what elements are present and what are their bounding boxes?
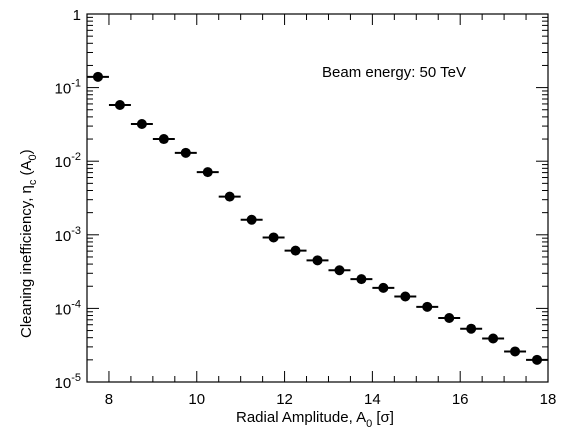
data-marker [268, 232, 279, 243]
x-axis-title-unit: [σ] [372, 409, 394, 426]
data-point [87, 71, 109, 82]
data-marker [92, 71, 103, 82]
data-point [328, 265, 351, 276]
data-marker [378, 282, 389, 293]
data-point [152, 134, 175, 145]
data-point [372, 282, 395, 293]
data-point [174, 147, 197, 158]
x-tick-label: 10 [188, 391, 205, 408]
x-tick-label: 8 [105, 391, 113, 408]
data-point [416, 301, 439, 312]
data-marker [532, 354, 543, 365]
x-axis-title-main: Radial Amplitude, A [236, 409, 366, 426]
x-tick-label: 14 [364, 391, 381, 408]
data-point [504, 346, 527, 357]
x-axis-title: Radial Amplitude, A0 [σ] [236, 409, 394, 430]
data-marker [488, 333, 499, 344]
x-tick-label: 12 [276, 391, 293, 408]
y-axis-title-arg-open: (A [18, 160, 35, 179]
plot-border [86, 13, 549, 383]
plot-frame [86, 13, 549, 383]
data-marker [114, 100, 125, 111]
data-marker [334, 265, 345, 276]
data-marker [158, 134, 169, 145]
data-point [130, 119, 153, 130]
data-marker [510, 346, 521, 357]
data-point [438, 313, 461, 324]
data-marker [290, 245, 301, 256]
annotation-beam-energy: Beam energy: 50 TeV [322, 64, 466, 81]
y-axis-title-main: Cleaning inefficiency, η [18, 185, 35, 338]
y-tick-label: 10-2 [55, 151, 81, 171]
y-tick-label: 1 [73, 7, 81, 24]
y-axis-title-arg-close: ) [18, 149, 35, 154]
data-points [87, 71, 548, 365]
data-point [482, 333, 505, 344]
data-point [306, 255, 329, 266]
data-point [196, 167, 219, 178]
x-tick-label: 16 [452, 391, 469, 408]
y-tick-label: 10-1 [55, 78, 81, 98]
data-marker [246, 214, 257, 225]
data-point [526, 354, 548, 365]
data-point [108, 100, 131, 111]
data-marker [444, 313, 455, 324]
data-point [240, 214, 263, 225]
x-axis-title-subscript: 0 [366, 418, 372, 430]
y-tick-label: 10-5 [55, 372, 81, 392]
data-point [218, 191, 241, 202]
data-point [284, 245, 307, 256]
y-axis-title: Cleaning inefficiency, ηc (A0) [18, 149, 39, 338]
data-point [350, 274, 373, 285]
x-tick-label: 18 [540, 391, 557, 408]
data-marker [224, 191, 235, 202]
data-marker [136, 119, 147, 130]
y-axis-title-arg-subscript: 0 [27, 154, 39, 160]
data-marker [400, 291, 411, 302]
data-marker [180, 147, 191, 158]
data-point [460, 323, 483, 334]
data-marker [356, 274, 367, 285]
data-point [394, 291, 417, 302]
data-marker [466, 323, 477, 334]
data-marker [202, 167, 213, 178]
tick-labels: 8 10 12 14 16 18 1 10-1 10-2 10-3 10-4 10-5 [55, 7, 557, 408]
y-axis-title-subscript: c [27, 179, 39, 185]
data-marker [422, 301, 433, 312]
axis-ticks [87, 13, 549, 383]
data-marker [312, 255, 323, 266]
data-point [262, 232, 285, 243]
y-tick-label: 10-3 [55, 225, 81, 245]
y-tick-label: 10-4 [55, 298, 81, 318]
